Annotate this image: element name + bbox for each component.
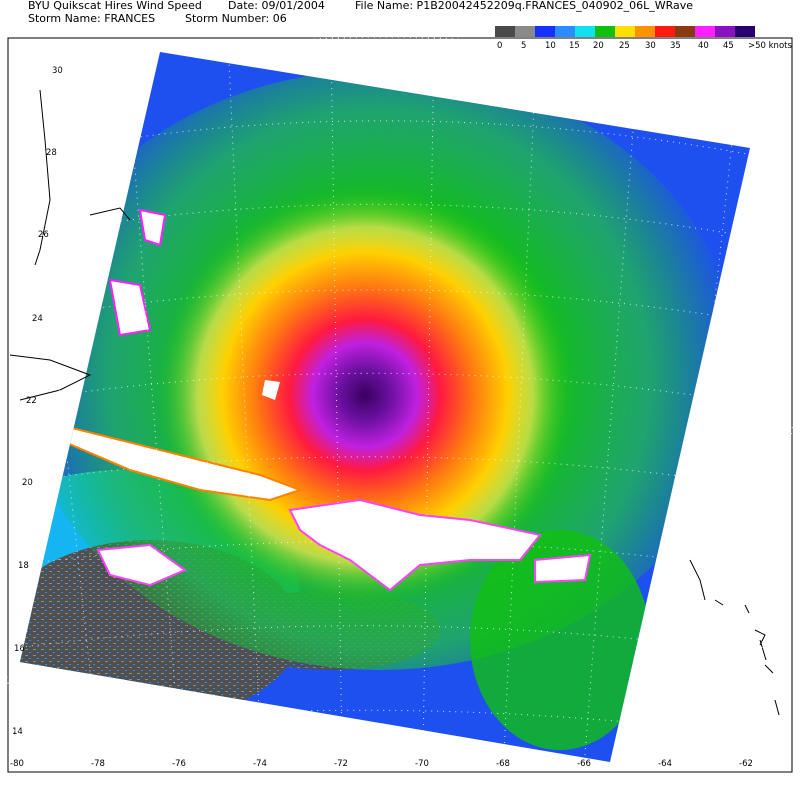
parallel — [13, 625, 791, 659]
lat-label: 24 — [32, 314, 43, 324]
legend-swatch — [655, 26, 675, 37]
legend-label: 5 — [521, 41, 526, 51]
lon-label: -78 — [91, 759, 105, 769]
map-frame — [7, 37, 793, 773]
legend-swatch — [695, 26, 715, 37]
lon-label: -70 — [415, 759, 429, 769]
parallel — [45, 120, 791, 163]
parallel — [25, 372, 791, 411]
legend-swatch — [515, 26, 535, 37]
lon-label: -64 — [658, 759, 672, 769]
legend-swatch — [615, 26, 635, 37]
wind-swath — [20, 52, 750, 762]
color-legend: 0 5 10 15 20 25 30 35 40 45 >50 knots — [495, 26, 792, 51]
legend-label: >50 knots — [748, 41, 792, 51]
legend-label: 25 — [619, 41, 630, 51]
legend-swatch — [595, 26, 615, 37]
lat-label: 14 — [12, 727, 23, 737]
coastlines — [9, 89, 780, 716]
legend-label: 10 — [545, 41, 556, 51]
legend-swatch — [675, 26, 695, 37]
lat-label: 30 — [52, 66, 63, 76]
legend-label: 0 — [497, 41, 502, 51]
lon-label: -74 — [253, 759, 267, 769]
meridian — [746, 368, 800, 756]
lon-label: -62 — [739, 759, 753, 769]
legend-label: 20 — [593, 41, 604, 51]
parallel — [51, 36, 791, 81]
file-name: File Name: P1B20042452209q.FRANCES_04090… — [355, 0, 693, 12]
storm-name: Storm Name: FRANCES — [28, 12, 155, 25]
lon-label: -66 — [577, 759, 591, 769]
legend-swatch — [715, 26, 735, 37]
lon-label: -80 — [10, 759, 24, 769]
lat-label: 16 — [14, 644, 25, 654]
lon-label: -68 — [496, 759, 510, 769]
legend-swatch — [535, 26, 555, 37]
legend-label: 45 — [723, 41, 734, 51]
legend-label: 35 — [670, 41, 681, 51]
lat-label: 28 — [46, 148, 57, 158]
legend-swatch — [575, 26, 595, 37]
graticule-labels: 302826242220181614-80-78-76-74-72-70-68-… — [0, 36, 800, 769]
date: Date: 09/01/2004 — [228, 0, 325, 12]
legend-label: 30 — [645, 41, 656, 51]
legend-label: 40 — [698, 41, 709, 51]
storm-number: Storm Number: 06 — [185, 12, 287, 25]
legend-label: 15 — [569, 41, 580, 51]
lat-label: 18 — [18, 561, 29, 571]
lat-label: 22 — [26, 396, 37, 406]
meridian — [0, 621, 19, 756]
title: BYU Quikscat Hires Wind Speed — [28, 0, 202, 12]
legend-swatch — [635, 26, 655, 37]
header: BYU Quikscat Hires Wind Speed Date: 09/0… — [28, 0, 693, 25]
lon-label: -72 — [334, 759, 348, 769]
lat-label: 20 — [22, 478, 33, 488]
legend-swatch — [495, 26, 515, 37]
legend-swatch — [735, 26, 755, 37]
legend-swatch — [555, 26, 575, 37]
lon-label: -76 — [172, 759, 186, 769]
